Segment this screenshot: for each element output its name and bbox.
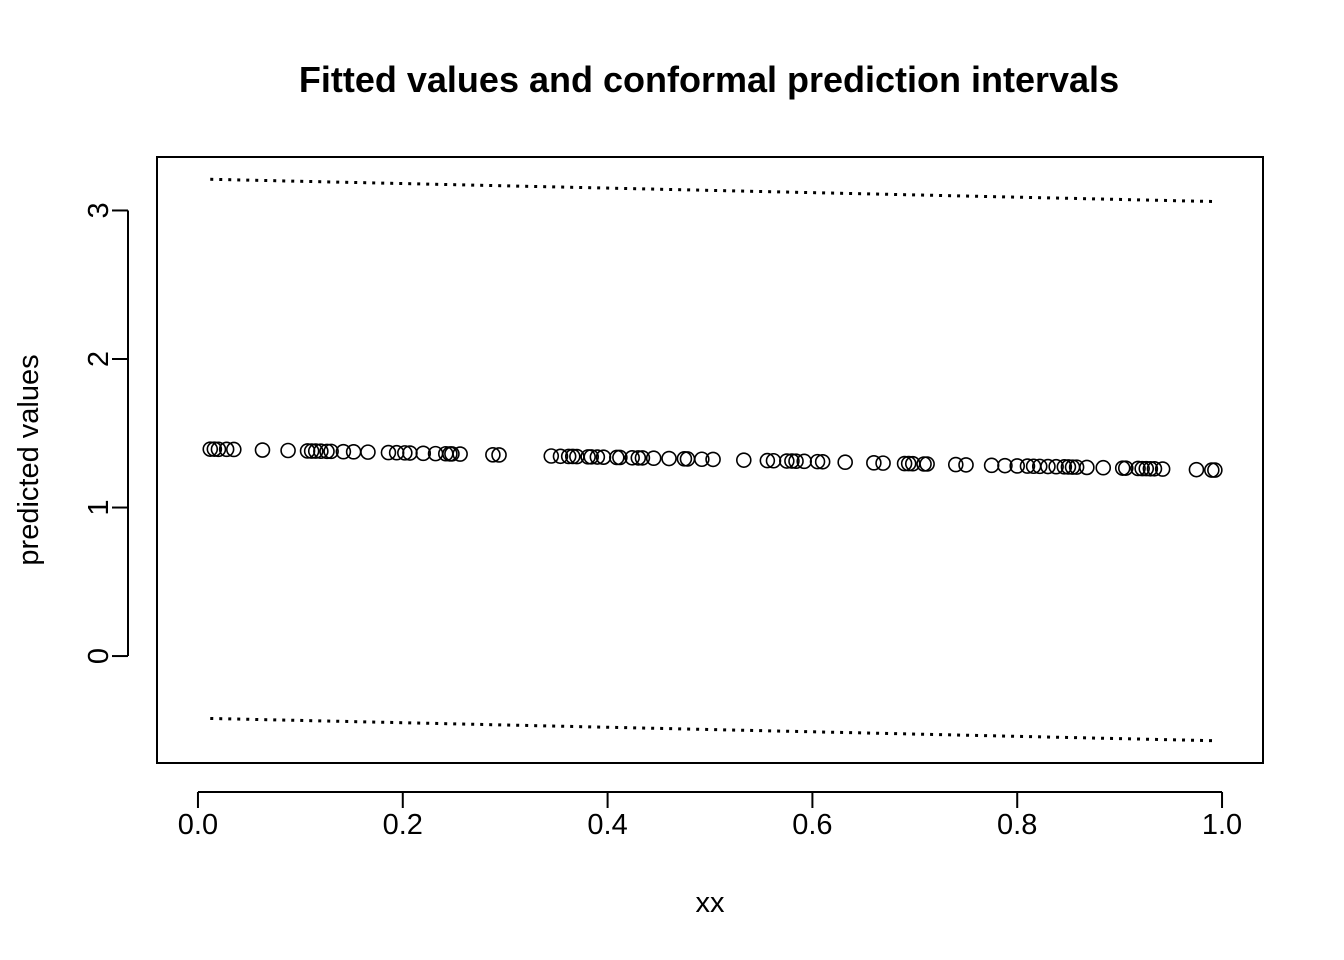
x-axis-label: xx — [696, 887, 726, 919]
data-point — [676, 451, 693, 467]
data-point — [1154, 461, 1171, 477]
data-point — [307, 443, 324, 459]
data-point — [543, 448, 560, 464]
data-point — [814, 453, 831, 470]
data-point — [784, 453, 800, 469]
data-point — [1130, 460, 1146, 477]
plot-frame — [156, 156, 1264, 764]
x-tick-label: 0.2 — [383, 809, 423, 841]
data-point — [313, 443, 329, 460]
data-point — [1134, 460, 1150, 477]
data-point — [380, 444, 397, 461]
data-point — [866, 455, 882, 471]
data-point — [1114, 460, 1131, 476]
data-point — [1060, 459, 1077, 475]
data-point — [323, 443, 339, 460]
chart-title: Fitted values and conformal prediction i… — [299, 59, 1119, 100]
data-point — [1048, 458, 1064, 475]
data-point — [645, 450, 662, 467]
upper-interval-line — [210, 177, 1215, 204]
data-point — [1203, 462, 1220, 478]
data-point — [609, 449, 625, 466]
data-point — [1040, 458, 1056, 475]
data-point — [875, 455, 891, 471]
data-point — [896, 455, 913, 472]
data-point — [491, 447, 507, 463]
y-tick-label: 0 — [83, 648, 115, 664]
data-point — [254, 442, 271, 458]
data-point — [206, 441, 223, 457]
x-tick-label: 0.4 — [587, 809, 627, 841]
data-point — [444, 446, 460, 462]
data-point — [1031, 458, 1048, 475]
x-tick-label: 0.6 — [792, 809, 832, 841]
data-point — [1146, 460, 1163, 477]
data-point — [552, 448, 569, 465]
data-point — [919, 456, 935, 472]
data-point — [226, 441, 242, 458]
data-point — [779, 453, 795, 469]
data-point — [900, 455, 917, 472]
data-point — [303, 443, 320, 459]
data-point — [630, 450, 647, 466]
data-point — [589, 449, 606, 465]
data-point — [345, 444, 362, 460]
data-point — [202, 441, 219, 457]
data-point — [837, 454, 853, 471]
y-tick-label: 1 — [83, 499, 115, 515]
data-point — [218, 441, 235, 458]
data-point — [1009, 458, 1026, 474]
data-point — [1207, 462, 1223, 478]
data-point — [694, 451, 710, 468]
data-point — [958, 457, 974, 473]
lower-interval-line — [210, 716, 1215, 743]
data-point — [634, 450, 651, 466]
data-point — [1019, 458, 1036, 474]
data-point — [360, 444, 376, 460]
data-point — [1095, 459, 1112, 476]
data-point — [397, 445, 413, 461]
x-axis: 0.0 0.2 0.4 0.6 0.8 1.0 — [178, 791, 1242, 841]
x-tick-label: 0.0 — [178, 809, 218, 841]
data-point — [705, 451, 721, 468]
y-axis-label: predicted values — [13, 354, 45, 565]
data-point — [1117, 460, 1134, 476]
data-point — [997, 457, 1013, 474]
x-tick-label: 0.8 — [997, 809, 1037, 841]
data-point — [661, 450, 677, 467]
data-point — [485, 447, 501, 463]
data-point — [388, 444, 405, 461]
x-tick-label: 1.0 — [1202, 809, 1242, 841]
data-point — [1188, 461, 1205, 478]
data-point — [560, 448, 577, 465]
data-point — [1068, 459, 1085, 475]
data-point — [947, 456, 964, 473]
fitted-points — [202, 441, 1223, 478]
data-point — [679, 451, 696, 467]
data-point — [735, 452, 752, 468]
y-tick-label: 3 — [83, 202, 115, 218]
data-point — [759, 452, 776, 469]
data-point — [788, 453, 804, 469]
data-point — [564, 448, 581, 465]
data-point — [210, 441, 227, 458]
data-point — [335, 443, 352, 460]
data-point — [319, 443, 335, 460]
data-point — [983, 457, 1000, 474]
data-point — [809, 453, 826, 470]
data-point — [452, 446, 468, 462]
data-point — [1079, 459, 1095, 476]
data-point — [280, 442, 296, 459]
y-axis: 0 1 2 3 — [83, 202, 129, 664]
data-point — [1138, 460, 1155, 477]
y-tick-label: 2 — [83, 351, 115, 367]
data-point — [1056, 459, 1073, 475]
data-point — [1142, 460, 1159, 477]
data-point — [583, 449, 600, 465]
interval-lines — [210, 177, 1215, 743]
data-point — [415, 445, 432, 462]
data-point — [612, 449, 628, 466]
data-point — [624, 449, 640, 466]
